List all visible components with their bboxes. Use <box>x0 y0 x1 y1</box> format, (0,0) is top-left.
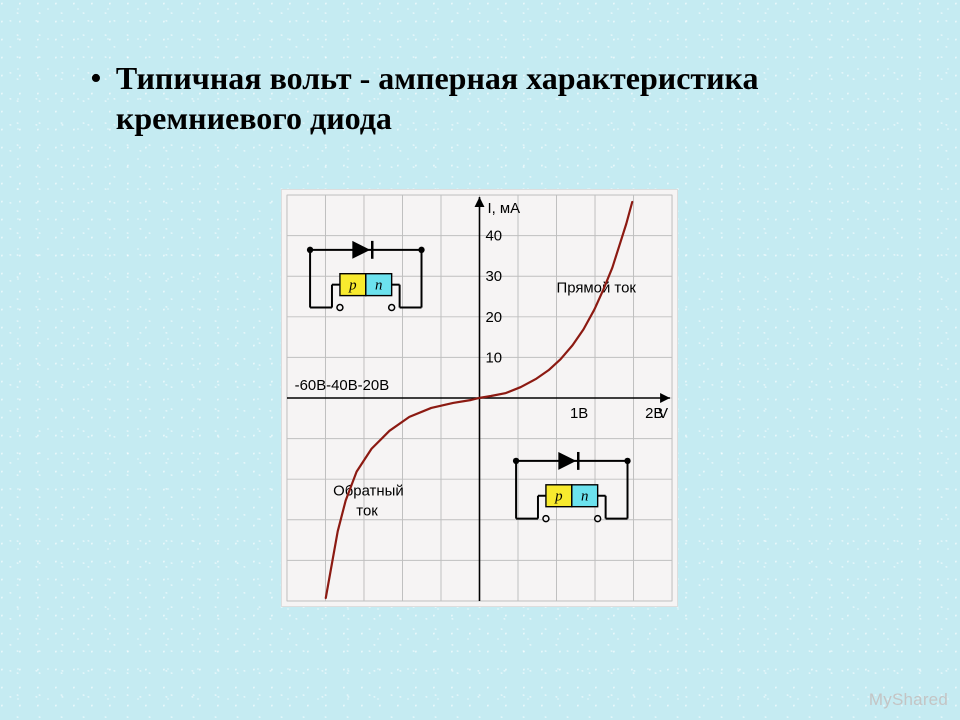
svg-text:40: 40 <box>485 228 502 245</box>
svg-text:p: p <box>554 489 562 505</box>
svg-text:20: 20 <box>485 309 502 326</box>
svg-text:ток: ток <box>356 503 378 520</box>
svg-text:Обратный: Обратный <box>333 482 403 499</box>
iv-chart: I, мAV40302010-60В-40В-20В1В2ВПрямой ток… <box>281 189 678 607</box>
bullet-icon: • <box>90 62 102 96</box>
svg-text:30: 30 <box>485 268 502 285</box>
svg-text:1В: 1В <box>570 405 588 422</box>
page-title: Типичная вольт - амперная характеристика… <box>116 58 860 138</box>
svg-text:10: 10 <box>485 349 502 366</box>
svg-text:p: p <box>348 278 356 294</box>
svg-text:Прямой ток: Прямой ток <box>557 279 637 296</box>
svg-text:n: n <box>581 489 588 505</box>
svg-text:2В: 2В <box>645 405 663 422</box>
svg-text:I, мA: I, мA <box>487 200 520 217</box>
svg-text:n: n <box>375 278 382 294</box>
watermark: MyShared <box>869 690 948 710</box>
title-row: • Типичная вольт - амперная характеристи… <box>90 58 860 138</box>
svg-text:-60В-40В-20В: -60В-40В-20В <box>295 377 390 394</box>
